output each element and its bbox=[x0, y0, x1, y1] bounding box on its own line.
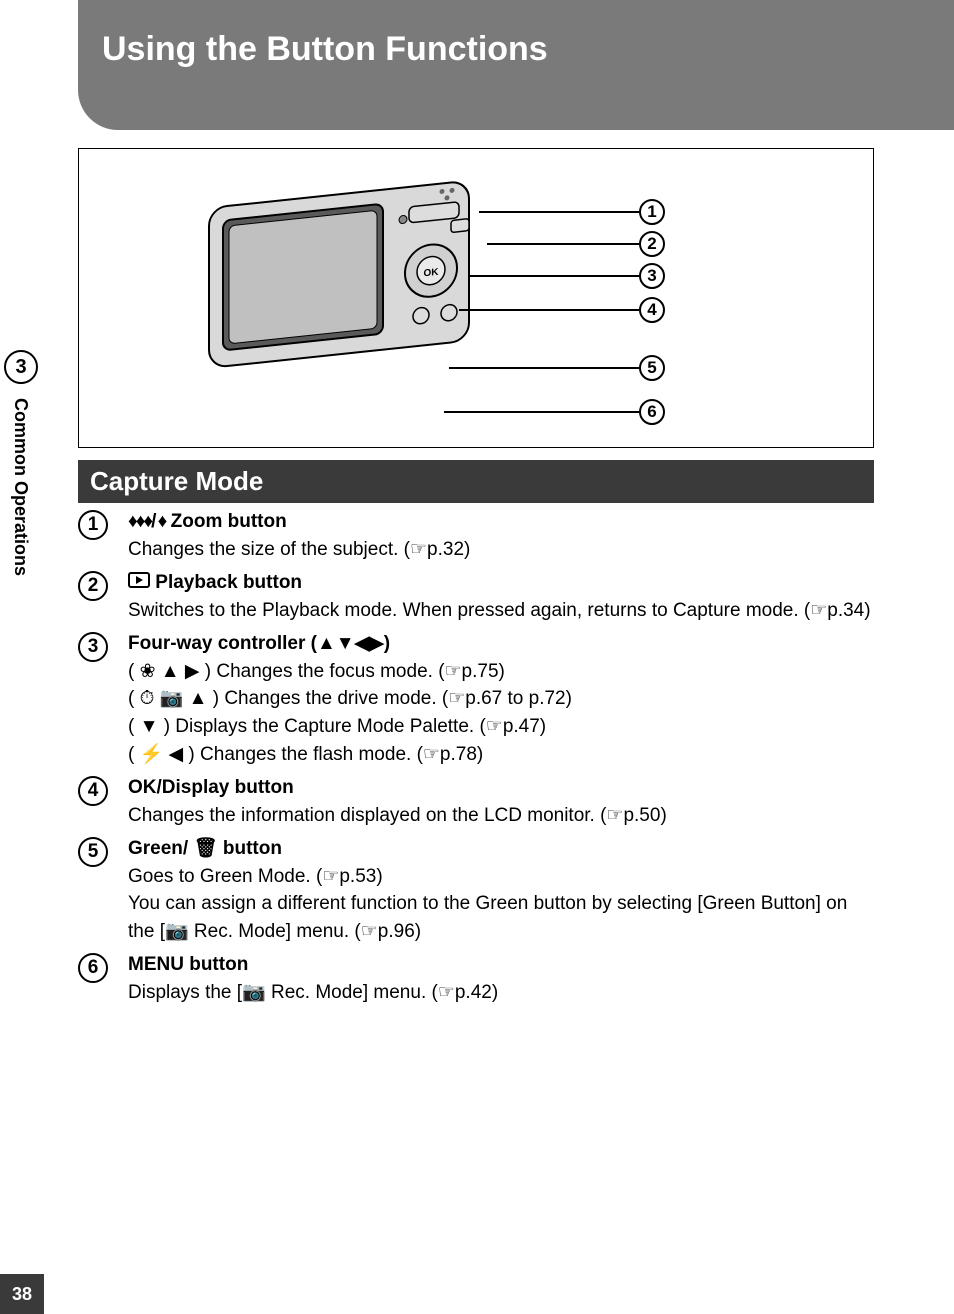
callout-line bbox=[479, 211, 639, 213]
svg-text:OK: OK bbox=[424, 267, 440, 280]
item-title: ♦♦♦/ ♦ Zoom button bbox=[128, 508, 874, 536]
list-item: 5 Green/ 🗑 button Goes to Green Mode. (☞p.… bbox=[78, 835, 874, 945]
section-header: Capture Mode bbox=[78, 460, 874, 503]
item-title-text: OK/Display button bbox=[128, 777, 294, 798]
callout-number: 1 bbox=[639, 199, 665, 225]
item-description: Changes the information displayed on the… bbox=[128, 802, 874, 830]
page-number: 38 bbox=[0, 1274, 44, 1314]
item-description: You can assign a different function to t… bbox=[128, 890, 874, 945]
item-description: Changes the size of the subject. (☞p.32) bbox=[128, 536, 874, 564]
callout-number: 3 bbox=[639, 263, 665, 289]
playback-icon bbox=[128, 569, 150, 597]
item-description: ( ❀ ▲ ▶ ) Changes the focus mode. (☞p.75… bbox=[128, 658, 874, 686]
item-description: Goes to Green Mode. (☞p.53) bbox=[128, 863, 874, 891]
zoom-icon: ♦♦♦/ ♦ bbox=[128, 511, 165, 532]
item-title-text: Zoom button bbox=[165, 511, 286, 532]
camera-illustration: OK bbox=[199, 169, 509, 399]
content-list: 1♦♦♦/ ♦ Zoom buttonChanges the size of t… bbox=[78, 508, 874, 1013]
item-body: OK/Display button Changes the information… bbox=[128, 774, 874, 829]
item-title: OK/Display button bbox=[128, 774, 874, 802]
title-banner: Using the Button Functions bbox=[78, 0, 954, 130]
item-description: ( ▼ ) Displays the Capture Mode Palette.… bbox=[128, 713, 874, 741]
item-number: 3 bbox=[78, 632, 108, 662]
item-body: Four-way controller (▲▼◀▶) ( ❀ ▲ ▶ ) Chan… bbox=[128, 630, 874, 768]
list-item: 3 Four-way controller (▲▼◀▶) ( ❀ ▲ ▶ ) Cha… bbox=[78, 630, 874, 768]
item-title-text: Green/ 🗑 button bbox=[128, 838, 282, 859]
item-description: ( ⚡ ◀ ) Changes the flash mode. (☞p.78) bbox=[128, 741, 874, 769]
list-item: 6 MENU button Displays the [📷 Rec. Mode] m… bbox=[78, 951, 874, 1006]
item-title: Green/ 🗑 button bbox=[128, 835, 874, 863]
item-body: Playback button Switches to the Playback … bbox=[128, 569, 874, 624]
list-item: 4 OK/Display button Changes the informatio… bbox=[78, 774, 874, 829]
item-title: MENU button bbox=[128, 951, 874, 979]
item-number: 1 bbox=[78, 510, 108, 540]
item-description: Switches to the Playback mode. When pres… bbox=[128, 597, 874, 625]
callout-number: 6 bbox=[639, 399, 665, 425]
item-title-text: Playback button bbox=[150, 572, 302, 593]
callout-line bbox=[449, 367, 639, 369]
item-number: 4 bbox=[78, 776, 108, 806]
item-title-text: Four-way controller (▲▼◀▶) bbox=[128, 633, 390, 654]
item-body: ♦♦♦/ ♦ Zoom buttonChanges the size of th… bbox=[128, 508, 874, 563]
callout-number: 5 bbox=[639, 355, 665, 381]
item-title: Four-way controller (▲▼◀▶) bbox=[128, 630, 874, 658]
item-body: Green/ 🗑 button Goes to Green Mode. (☞p.5… bbox=[128, 835, 874, 945]
callout-line bbox=[459, 309, 639, 311]
side-tab: 3 Common Operations bbox=[0, 350, 44, 660]
item-description: ( ⏱ 📷 ▲ ) Changes the drive mode. (☞p.67… bbox=[128, 685, 874, 713]
item-title-text: MENU button bbox=[128, 954, 248, 975]
callout-line bbox=[487, 243, 639, 245]
page-title: Using the Button Functions bbox=[102, 30, 954, 69]
item-title: Playback button bbox=[128, 569, 874, 597]
list-item: 1♦♦♦/ ♦ Zoom buttonChanges the size of t… bbox=[78, 508, 874, 563]
camera-diagram: OK 1 2 3 4 5 6 bbox=[78, 148, 874, 448]
item-number: 6 bbox=[78, 953, 108, 983]
section-number-badge: 3 bbox=[4, 350, 38, 384]
callout-line bbox=[444, 411, 639, 413]
section-label: Common Operations bbox=[0, 392, 31, 576]
list-item: 2 Playback button Switches to the Playbac… bbox=[78, 569, 874, 624]
callout-number: 4 bbox=[639, 297, 665, 323]
item-description: Displays the [📷 Rec. Mode] menu. (☞p.42) bbox=[128, 979, 874, 1007]
item-number: 2 bbox=[78, 571, 108, 601]
callout-number: 2 bbox=[639, 231, 665, 257]
item-body: MENU button Displays the [📷 Rec. Mode] me… bbox=[128, 951, 874, 1006]
item-number: 5 bbox=[78, 837, 108, 867]
callout-line bbox=[469, 275, 639, 277]
